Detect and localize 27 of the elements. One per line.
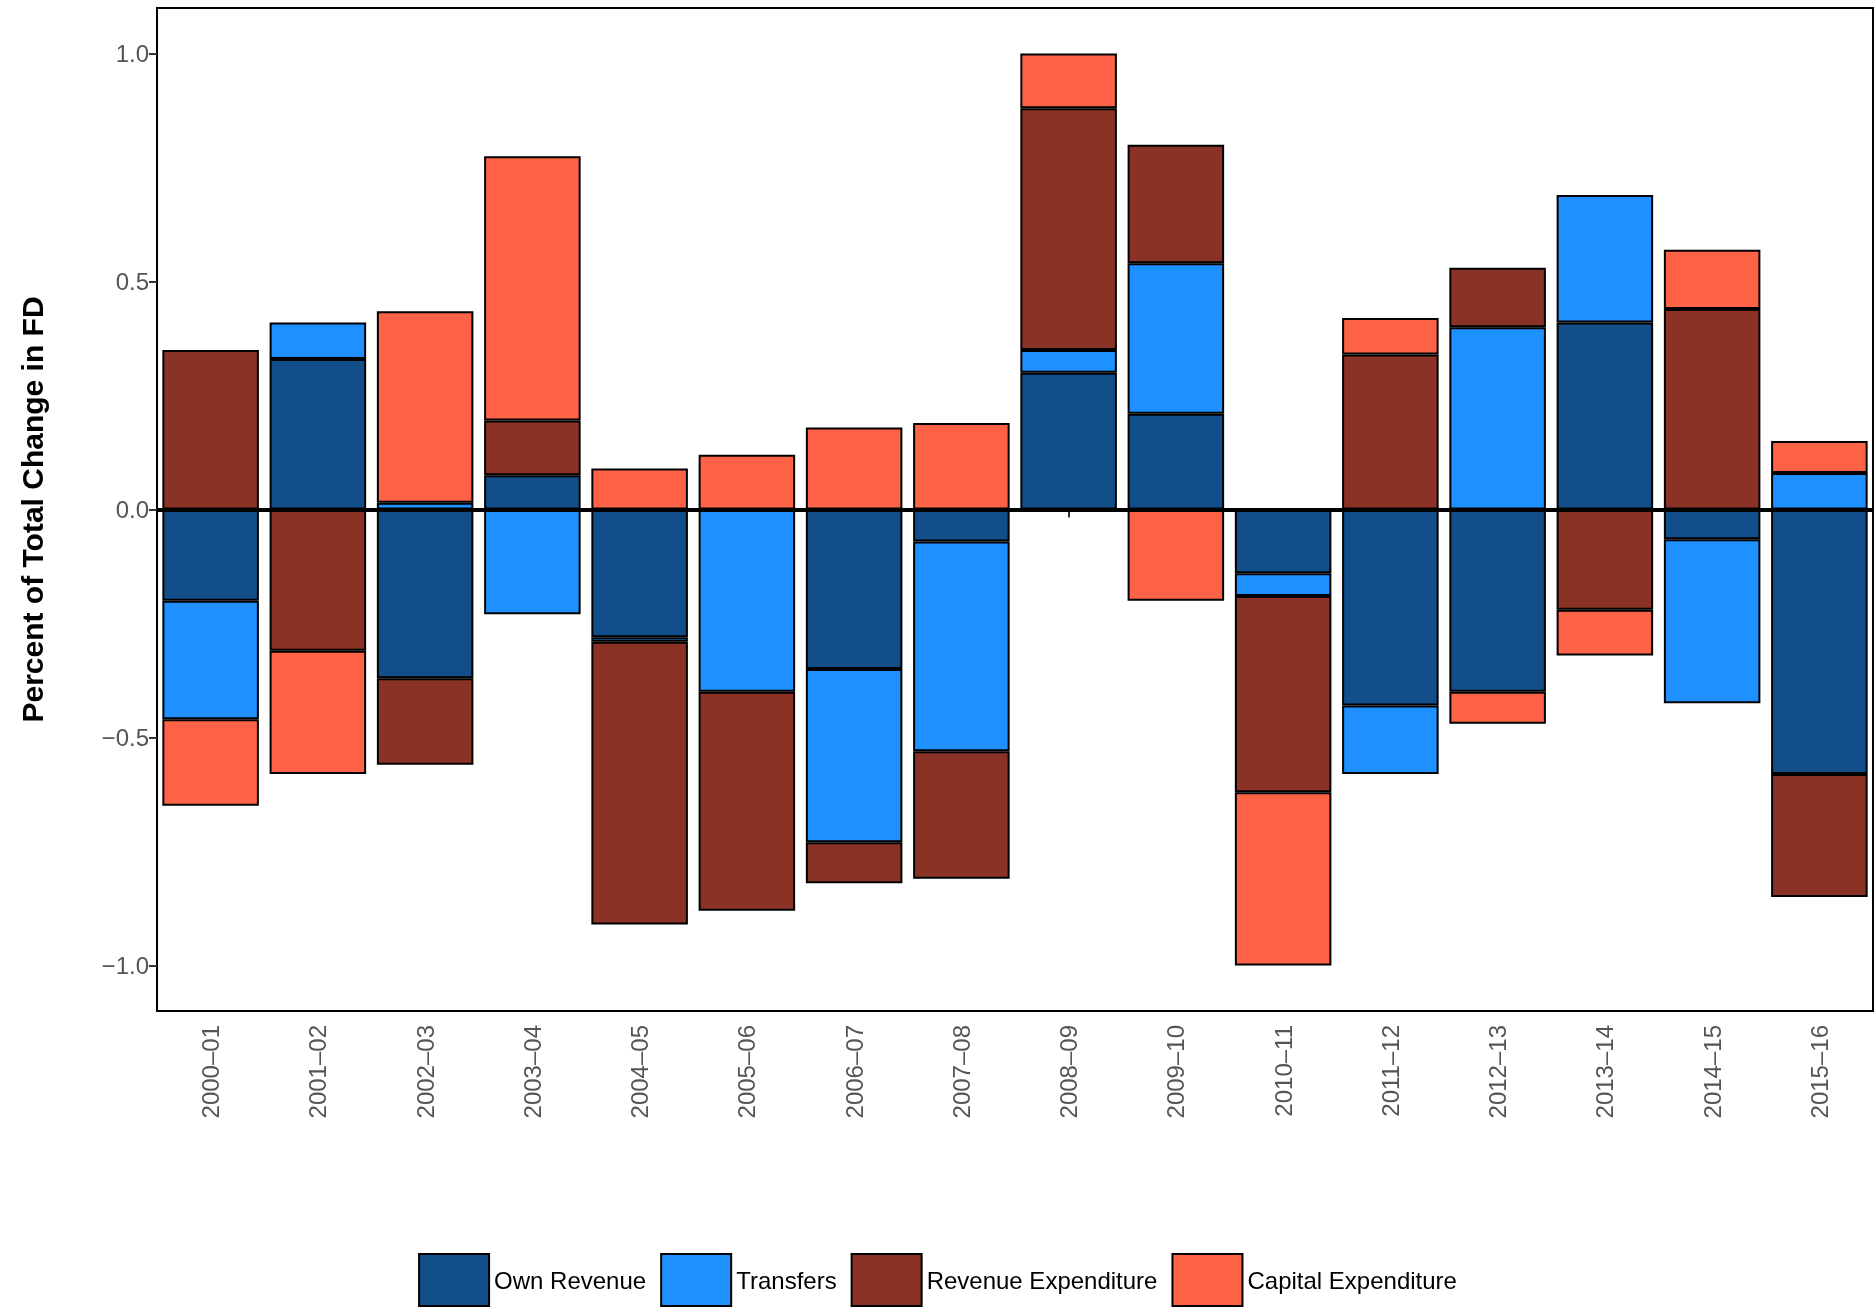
y-tick-label: −0.5 xyxy=(101,723,149,751)
x-tick-label: 2005–06 xyxy=(733,1025,761,1119)
y-axis-title: Percent of Total Change in FD xyxy=(15,296,49,723)
y-tick-label: 0.5 xyxy=(115,268,149,296)
legend-label: Capital Expenditure xyxy=(1247,1266,1457,1294)
x-tick-label: 2007–08 xyxy=(947,1025,975,1119)
x-tick-label: 2004–05 xyxy=(626,1025,654,1119)
y-tick-label: 0.0 xyxy=(115,496,149,523)
x-tick-label: 2003–04 xyxy=(518,1025,546,1119)
x-tick-label: 2015–16 xyxy=(1805,1025,1833,1119)
x-tick-label: 2012–13 xyxy=(1484,1025,1512,1119)
x-tick-label: 2014–15 xyxy=(1698,1025,1726,1119)
x-tick-label: 2001–02 xyxy=(304,1025,332,1119)
x-tick-label: 2000–01 xyxy=(197,1025,225,1119)
x-tick-label: 2008–09 xyxy=(1055,1025,1083,1119)
y-tick-label: −1.0 xyxy=(101,951,149,979)
x-tick-label: 2010–11 xyxy=(1269,1025,1297,1117)
x-tick-label: 2009–10 xyxy=(1162,1025,1190,1119)
x-tick-label: 2011–12 xyxy=(1376,1025,1404,1117)
legend-label: Revenue Expenditure xyxy=(926,1266,1158,1294)
x-tick-label: 2002–03 xyxy=(411,1025,439,1119)
legend-label: Own Revenue xyxy=(494,1266,647,1294)
y-tick-label: 1.0 xyxy=(115,40,149,68)
x-tick-label: 2013–14 xyxy=(1591,1025,1619,1119)
x-tick-label: 2006–07 xyxy=(840,1025,868,1119)
legend-label: Transfers xyxy=(736,1266,837,1294)
bar xyxy=(591,641,688,925)
